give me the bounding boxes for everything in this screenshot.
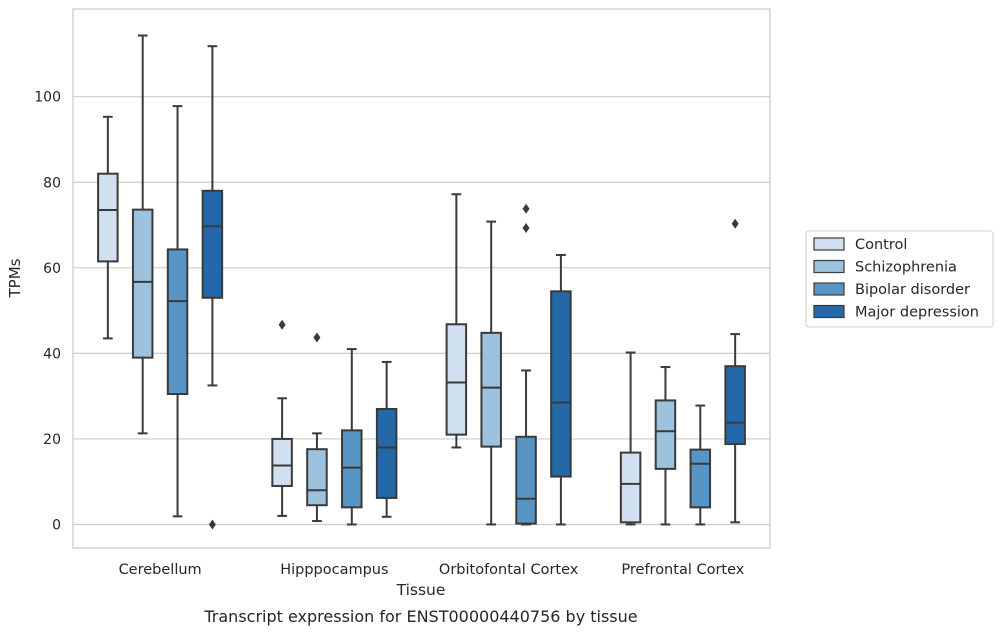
- x-tick-label: Orbitofontal Cortex: [439, 562, 579, 578]
- box-plots: [97, 34, 746, 530]
- x-axis-ticks: Cerebellum Hipppocampus Orbitofontal Corte…: [119, 562, 745, 578]
- outlier-point: [208, 519, 216, 530]
- box-iqr: [515, 435, 537, 525]
- box-iqr: [166, 248, 189, 395]
- legend-items: Control Schizophrenia Bipolar disorder Majo…: [813, 237, 979, 321]
- box-plot: [131, 34, 154, 435]
- x-axis-label: Tissue: [396, 581, 446, 599]
- box-iqr: [271, 437, 293, 487]
- box-plot: [550, 253, 572, 526]
- box-iqr: [131, 208, 154, 359]
- box-plot: [201, 45, 224, 530]
- x-tick-label: Cerebellum: [119, 562, 202, 578]
- grid-lines: [73, 96, 770, 526]
- box-plot: [445, 193, 468, 449]
- box-iqr: [341, 429, 363, 509]
- box-iqr: [619, 451, 642, 524]
- y-axis-ticks: 0 20 40 60 80 100: [34, 90, 61, 534]
- x-tick-label: Hipppocampus: [280, 562, 388, 578]
- outlier-point: [522, 203, 530, 214]
- outlier-point: [731, 218, 739, 229]
- box-iqr: [445, 323, 468, 436]
- legend-label: Control: [855, 237, 907, 253]
- y-tick-label: 0: [52, 517, 61, 533]
- y-tick-label: 40: [43, 346, 61, 362]
- box-plot: [97, 115, 119, 340]
- legend-label: Schizophrenia: [855, 260, 957, 276]
- legend-swatch: [813, 304, 845, 319]
- box-iqr: [375, 407, 398, 499]
- box-plot: [724, 218, 746, 524]
- box-iqr: [480, 331, 502, 448]
- x-tick-label: Prefrontal Cortex: [621, 562, 744, 578]
- box-plot: [341, 348, 363, 526]
- legend-swatch: [813, 259, 845, 274]
- box-plot: [689, 404, 712, 526]
- outlier-point: [522, 223, 530, 234]
- box-plot: [619, 351, 642, 526]
- legend-swatch: [813, 237, 845, 251]
- box-iqr: [689, 448, 712, 509]
- box-iqr: [306, 448, 328, 507]
- box-plot: [306, 332, 328, 523]
- legend-frame: [805, 230, 994, 328]
- legend: Control Schizophrenia Bipolar disorder Majo…: [805, 230, 994, 328]
- box-iqr: [654, 399, 677, 470]
- y-tick-label: 80: [43, 175, 61, 191]
- chart-caption: Transcript expression for ENST0000044075…: [203, 607, 637, 626]
- box-plot: [271, 319, 293, 517]
- box-iqr: [201, 189, 224, 299]
- box-plot: [654, 366, 677, 526]
- box-plot: [166, 105, 189, 518]
- outlier-point: [278, 319, 286, 330]
- outlier-point: [313, 332, 321, 343]
- y-tick-label: 100: [34, 90, 61, 106]
- y-axis-label: TPMs: [6, 258, 24, 298]
- y-tick-label: 60: [43, 261, 61, 277]
- box-plot: [515, 203, 537, 526]
- legend-label: Major depression: [855, 305, 979, 321]
- plot-area-frame: [72, 8, 771, 549]
- legend-swatch: [813, 282, 845, 296]
- box-plot: [480, 220, 502, 526]
- box-iqr: [97, 172, 119, 263]
- y-tick-label: 20: [43, 432, 61, 448]
- box-iqr: [724, 365, 746, 446]
- box-plot: [375, 360, 398, 518]
- legend-label: Bipolar disorder: [855, 282, 970, 298]
- box-iqr: [550, 290, 572, 478]
